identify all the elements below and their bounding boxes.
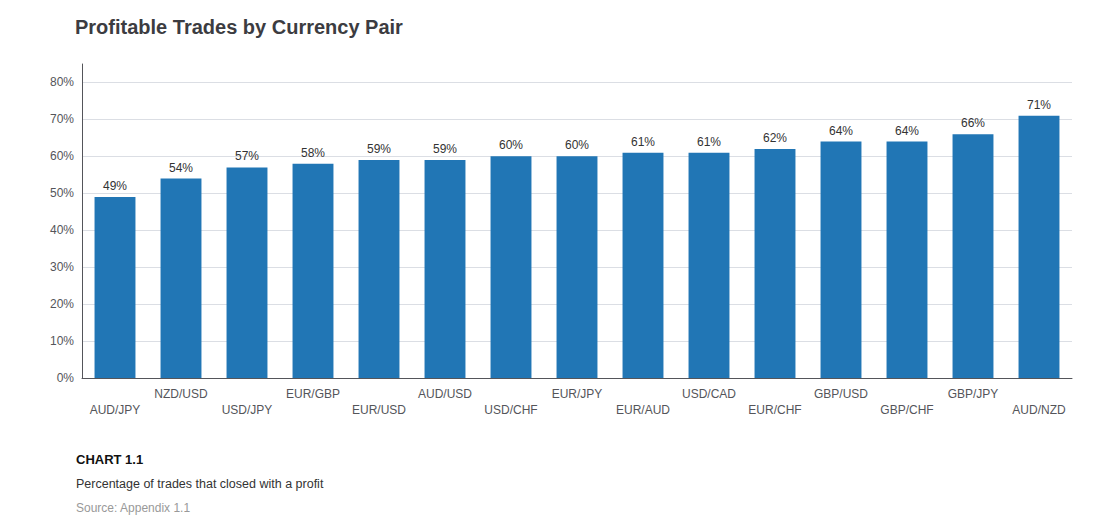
- svg-text:66%: 66%: [961, 116, 985, 130]
- svg-text:AUD/NZD: AUD/NZD: [1012, 403, 1066, 417]
- svg-text:70%: 70%: [50, 112, 74, 126]
- svg-text:60%: 60%: [499, 138, 523, 152]
- svg-text:57%: 57%: [235, 149, 259, 163]
- svg-text:EUR/USD: EUR/USD: [352, 403, 406, 417]
- svg-text:62%: 62%: [763, 131, 787, 145]
- svg-text:GBP/JPY: GBP/JPY: [948, 387, 999, 401]
- svg-text:EUR/CHF: EUR/CHF: [748, 403, 801, 417]
- svg-text:61%: 61%: [631, 135, 655, 149]
- svg-text:20%: 20%: [50, 297, 74, 311]
- svg-text:64%: 64%: [829, 124, 853, 138]
- svg-text:50%: 50%: [50, 186, 74, 200]
- svg-text:10%: 10%: [50, 334, 74, 348]
- svg-text:61%: 61%: [697, 135, 721, 149]
- svg-text:GBP/CHF: GBP/CHF: [880, 403, 933, 417]
- svg-text:Profitable Trades by Currency: Profitable Trades by Currency Pair: [75, 16, 403, 38]
- svg-text:EUR/GBP: EUR/GBP: [286, 387, 340, 401]
- svg-text:AUD/USD: AUD/USD: [418, 387, 472, 401]
- svg-text:USD/CHF: USD/CHF: [484, 403, 537, 417]
- svg-text:AUD/JPY: AUD/JPY: [90, 403, 141, 417]
- svg-text:60%: 60%: [565, 138, 589, 152]
- svg-text:80%: 80%: [50, 75, 74, 89]
- svg-text:USD/CAD: USD/CAD: [682, 387, 736, 401]
- svg-text:71%: 71%: [1027, 98, 1051, 112]
- svg-text:EUR/JPY: EUR/JPY: [552, 387, 603, 401]
- svg-text:54%: 54%: [169, 161, 193, 175]
- svg-text:Percentage of trades that clos: Percentage of trades that closed with a …: [76, 477, 324, 491]
- svg-text:USD/JPY: USD/JPY: [222, 403, 273, 417]
- svg-text:64%: 64%: [895, 124, 919, 138]
- svg-text:59%: 59%: [367, 142, 391, 156]
- svg-text:40%: 40%: [50, 223, 74, 237]
- svg-text:49%: 49%: [103, 179, 127, 193]
- svg-text:CHART 1.1: CHART 1.1: [76, 452, 143, 467]
- svg-text:EUR/AUD: EUR/AUD: [616, 403, 670, 417]
- svg-text:NZD/USD: NZD/USD: [154, 387, 208, 401]
- svg-text:GBP/USD: GBP/USD: [814, 387, 868, 401]
- svg-text:0%: 0%: [57, 371, 75, 385]
- svg-text:60%: 60%: [50, 149, 74, 163]
- svg-text:58%: 58%: [301, 146, 325, 160]
- svg-text:Source: Appendix 1.1: Source: Appendix 1.1: [76, 501, 190, 515]
- svg-text:30%: 30%: [50, 260, 74, 274]
- svg-text:59%: 59%: [433, 142, 457, 156]
